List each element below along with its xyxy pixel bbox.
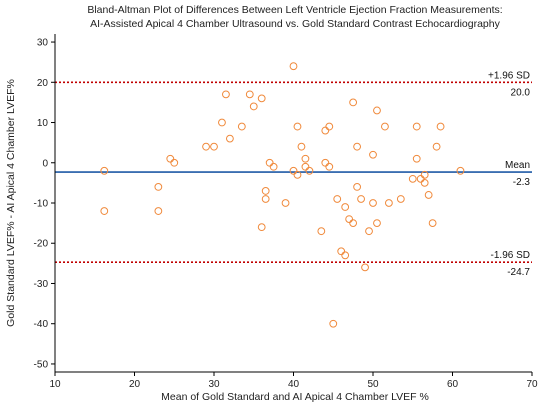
x-tick-label: 20: [129, 379, 141, 390]
data-point: [293, 122, 302, 131]
data-point: [305, 166, 314, 175]
data-point: [369, 199, 377, 207]
y-tick-label: 30: [37, 38, 49, 49]
data-point: [100, 166, 109, 175]
data-point: [333, 195, 342, 203]
data-point: [321, 126, 330, 135]
data-point: [385, 199, 393, 207]
data-point: [365, 227, 373, 236]
data-point: [349, 219, 358, 228]
x-tick-label: 30: [208, 379, 220, 390]
data-point: [325, 122, 334, 131]
y-tick-label: -30: [34, 279, 49, 290]
data-point: [218, 118, 226, 127]
upper-sd-value-label: 20.0: [511, 87, 531, 98]
chart-title-line-2: AI-Assisted Apical 4 Chamber Ultrasound …: [90, 18, 500, 30]
data-point: [408, 174, 417, 183]
data-point: [396, 195, 405, 203]
data-point: [381, 122, 389, 131]
data-point: [237, 122, 246, 131]
data-point: [412, 122, 421, 131]
data-point: [349, 98, 358, 107]
x-tick-label: 10: [49, 379, 61, 390]
data-point: [373, 106, 381, 115]
upper-sd-name-label: +1.96 SD: [488, 70, 530, 81]
data-point: [361, 263, 369, 272]
data-point: [297, 142, 306, 151]
data-point: [222, 90, 230, 99]
data-point: [210, 142, 218, 151]
data-point: [293, 170, 302, 179]
y-tick-label: 20: [37, 78, 49, 89]
data-point: [281, 199, 290, 207]
data-point: [154, 207, 163, 215]
data-point: [329, 319, 338, 328]
data-point: [424, 191, 433, 199]
data-point: [100, 207, 109, 215]
data-point: [353, 183, 362, 191]
data-point: [341, 251, 350, 260]
data-point: [420, 178, 429, 187]
data-point: [353, 142, 362, 151]
data-point: [289, 166, 298, 175]
mean-value-label: -2.3: [513, 177, 531, 188]
data-point: [325, 162, 334, 171]
lower-sd-name-label: -1.96 SD: [491, 250, 530, 261]
data-point: [369, 150, 377, 159]
data-point: [202, 142, 210, 151]
data-point: [170, 158, 179, 167]
data-point: [226, 134, 234, 143]
data-point: [321, 158, 330, 167]
data-point: [456, 166, 465, 175]
y-tick-label: -50: [34, 359, 49, 370]
x-axis-label: Mean of Gold Standard and AI Apical 4 Ch…: [161, 391, 429, 403]
x-axis-ticks: 10 20 30 40 50 60 70: [49, 372, 538, 390]
data-point: [345, 215, 354, 223]
plot-area: +1.96 SD 20.0 Mean -2.3 -1.96 SD -24.7: [55, 62, 532, 328]
y-tick-label: 0: [42, 158, 48, 169]
y-tick-label: -20: [34, 239, 49, 250]
data-point: [301, 154, 310, 163]
x-tick-label: 40: [288, 379, 300, 390]
data-point: [412, 154, 421, 163]
chart-title-line-1: Bland-Altman Plot of Differences Between…: [87, 4, 502, 16]
data-point: [436, 122, 445, 131]
data-point: [341, 203, 350, 211]
data-point: [428, 219, 437, 228]
x-tick-label: 70: [526, 379, 538, 390]
data-point: [301, 162, 310, 171]
data-point: [317, 227, 326, 236]
y-axis-label: Gold Standard LVEF% - AI Apical 4 Chambe…: [5, 79, 17, 327]
data-point: [373, 219, 381, 228]
mean-name-label: Mean: [505, 160, 530, 171]
data-point: [245, 90, 254, 99]
y-tick-label: 10: [37, 118, 49, 129]
lower-sd-value-label: -24.7: [507, 267, 530, 278]
x-tick-label: 50: [367, 379, 379, 390]
data-point: [337, 247, 346, 256]
data-point: [416, 174, 425, 183]
data-point: [261, 187, 270, 195]
data-point: [357, 195, 365, 203]
data-point: [154, 183, 163, 191]
x-tick-label: 60: [447, 379, 459, 390]
data-point: [269, 162, 278, 171]
data-point: [420, 170, 429, 179]
data-point: [432, 142, 441, 151]
y-axis-ticks: -50 -40 -30 -20 -10 0 10 20 30: [34, 38, 55, 370]
data-point: [257, 94, 266, 103]
data-point: [249, 102, 258, 111]
data-point: [265, 158, 274, 167]
y-tick-label: -40: [34, 319, 49, 330]
data-point: [257, 223, 266, 232]
data-point: [289, 62, 298, 71]
data-point: [261, 195, 270, 203]
data-point: [166, 154, 175, 163]
y-tick-label: -10: [34, 199, 49, 210]
